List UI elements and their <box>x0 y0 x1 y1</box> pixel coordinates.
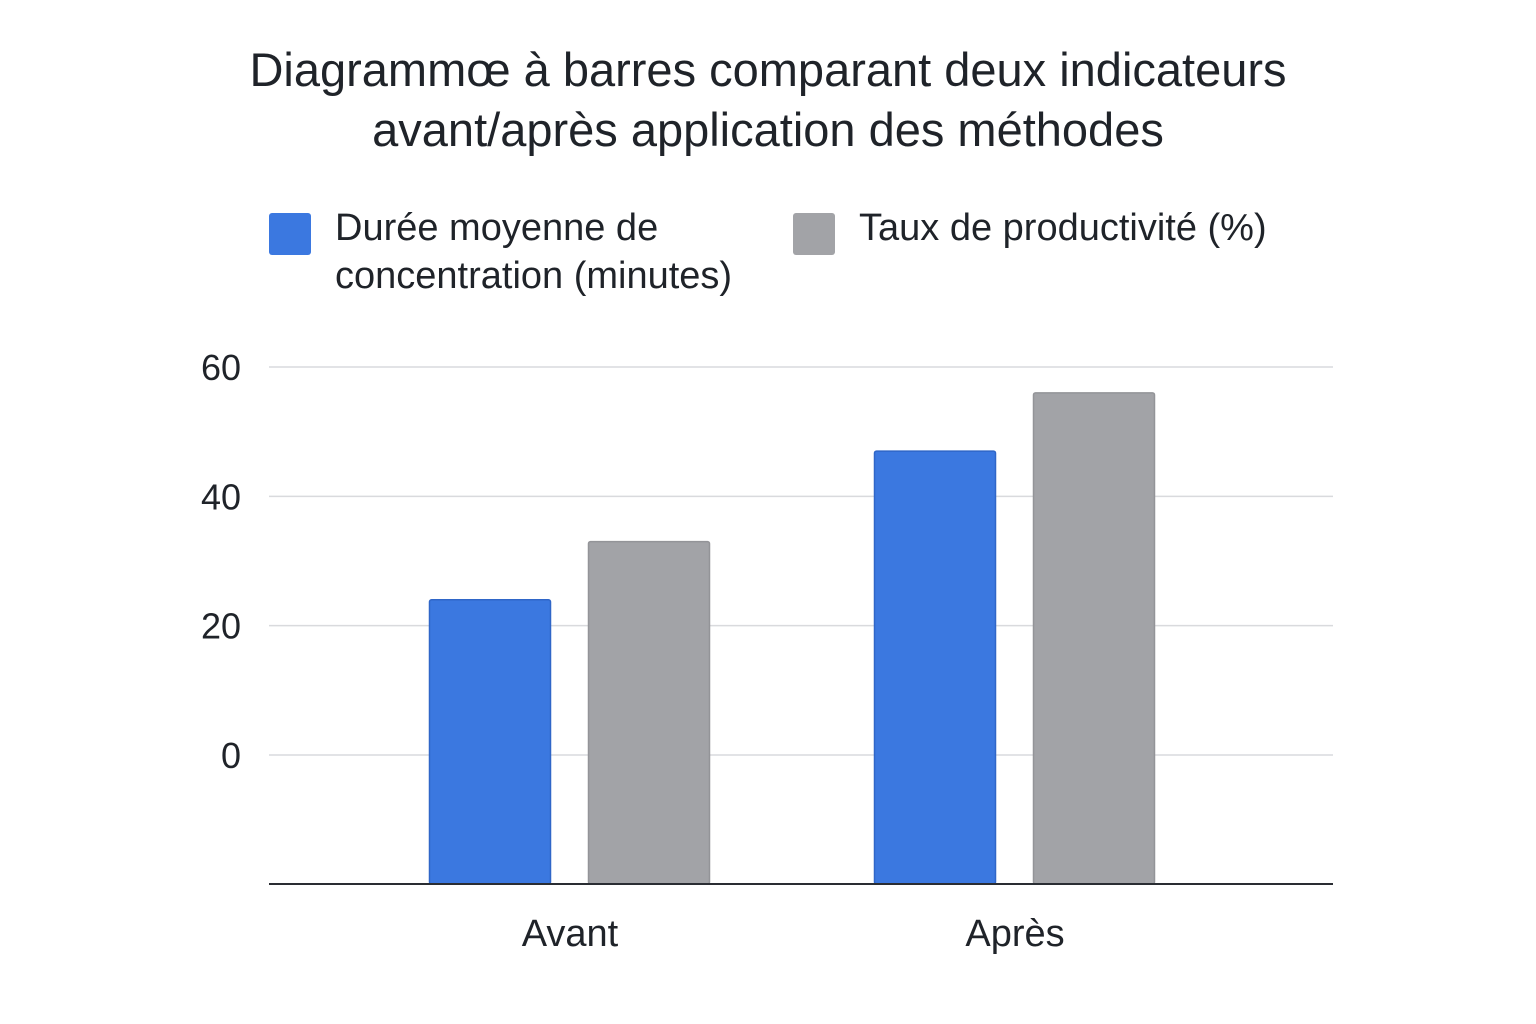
y-tick-label-40: 40 <box>201 476 241 517</box>
chart-title-line-2: avant/après application des méthodes <box>372 103 1164 156</box>
bar-après-series-2 <box>1032 392 1156 885</box>
legend-swatch-blue <box>269 213 311 255</box>
legend-item-productivity: Taux de productivité (%) <box>793 204 1267 255</box>
legend-item-concentration: Durée moyenne de concentration (minutes) <box>269 204 775 300</box>
chart-title: Diagrammœ à barres comparant deux indica… <box>0 40 1536 160</box>
legend-label-productivity: Taux de productivité (%) <box>859 207 1267 249</box>
legend-label-concentration: Durée moyenne de concentration (minutes) <box>335 204 775 300</box>
y-tick-label-0: 0 <box>221 735 241 776</box>
legend-label-concentration-line-1: Durée moyenne de <box>335 207 659 249</box>
legend-swatch-gray <box>793 213 835 255</box>
y-tick-label-60: 60 <box>201 347 241 388</box>
bar-avant-series-2 <box>587 540 711 885</box>
y-tick-label-20: 20 <box>201 606 241 647</box>
legend-label-concentration-line-2: concentration (minutes) <box>335 255 733 297</box>
x-category-label-1: Avant <box>522 913 619 955</box>
chart-title-line-1: Diagrammœ à barres comparant deux indica… <box>249 43 1287 96</box>
bar-après-series-1 <box>873 450 997 885</box>
x-category-label-2: Après <box>965 913 1064 955</box>
bar-avant-series-1 <box>428 599 552 885</box>
